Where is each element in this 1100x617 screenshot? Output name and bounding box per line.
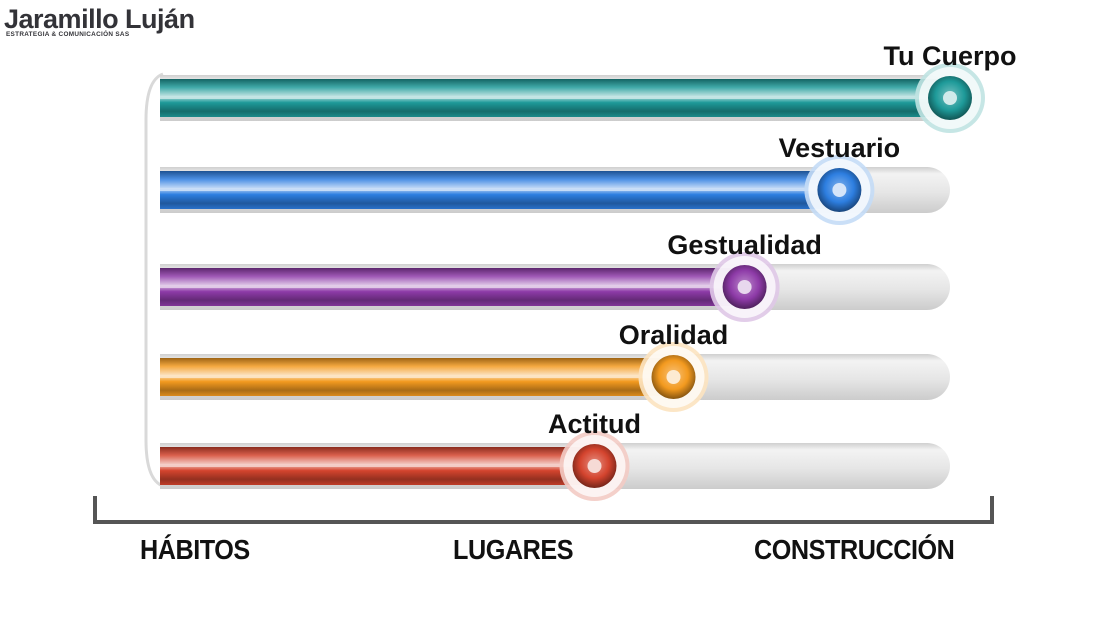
- bar-highlight: [160, 464, 585, 467]
- axis-label-lugares: LUGARES: [453, 534, 574, 565]
- bar-knob-center: [832, 183, 847, 197]
- bar-label-0: Tu Cuerpo: [884, 41, 1017, 71]
- bar-highlight: [160, 188, 830, 191]
- bar-highlight: [160, 285, 735, 288]
- brand-logo: Jaramillo Luján ESTRATEGIA & COMUNICACIÓ…: [4, 4, 195, 38]
- logo-name: Jaramillo Luján: [4, 4, 195, 34]
- bar-label-1: Vestuario: [779, 133, 901, 163]
- bar-knob-center: [666, 370, 681, 384]
- bar-label-4: Actitud: [548, 409, 641, 439]
- bar-knob-center: [587, 459, 602, 473]
- bar-knob-center: [737, 280, 752, 294]
- left-bracket: [144, 72, 164, 488]
- logo-tagline: ESTRATEGIA & COMUNICACIÓN SAS: [6, 31, 130, 38]
- bar-highlight: [160, 96, 940, 99]
- axis-label-habitos: HÁBITOS: [140, 534, 250, 565]
- x-axis-bracket: [93, 496, 994, 524]
- bar-knob-center: [943, 91, 957, 105]
- bar-label-2: Gestualidad: [667, 230, 822, 260]
- bar-highlight: [160, 375, 664, 378]
- bar-label-3: Oralidad: [619, 320, 729, 350]
- axis-label-construccion: CONSTRUCCIÓN: [754, 534, 955, 565]
